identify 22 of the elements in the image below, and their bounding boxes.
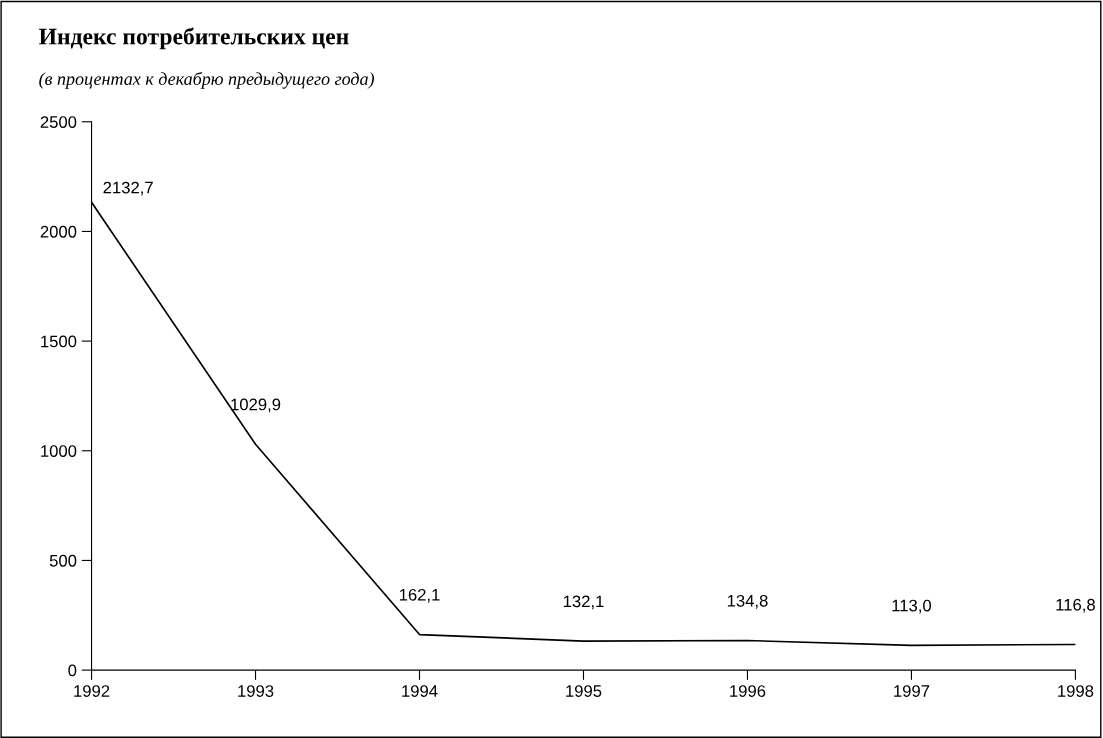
y-tick-label: 2500	[40, 116, 77, 128]
data-label: 1029,9	[231, 398, 281, 413]
y-tick-label: 0	[68, 664, 77, 677]
chart-title: Индекс потребительских цен	[39, 27, 349, 50]
x-tick-label: 1996	[730, 685, 766, 697]
y-tick-label: 1500	[41, 335, 77, 348]
data-label: 2132,7	[103, 181, 153, 196]
x-tick-label: 1997	[894, 685, 930, 697]
y-tick-label: 1000	[41, 445, 77, 457]
data-label: 116,8	[1056, 598, 1095, 613]
y-tick-label: 500	[49, 554, 77, 567]
data-label: 132,1	[563, 595, 604, 610]
x-tick-label: 1998	[1058, 685, 1094, 697]
x-tick-label: 1995	[566, 685, 602, 697]
y-tick-label: 2000	[40, 225, 77, 238]
data-label: 113,0	[892, 599, 932, 614]
data-label: 134,8	[727, 594, 768, 609]
x-tick-label: 1992	[74, 685, 110, 697]
chart-subtitle: (в процентах к декабрю предыдущего года)	[39, 71, 375, 89]
data-label: 162,1	[399, 588, 440, 603]
x-tick-label: 1994	[402, 685, 438, 697]
x-tick-label: 1993	[238, 685, 274, 697]
